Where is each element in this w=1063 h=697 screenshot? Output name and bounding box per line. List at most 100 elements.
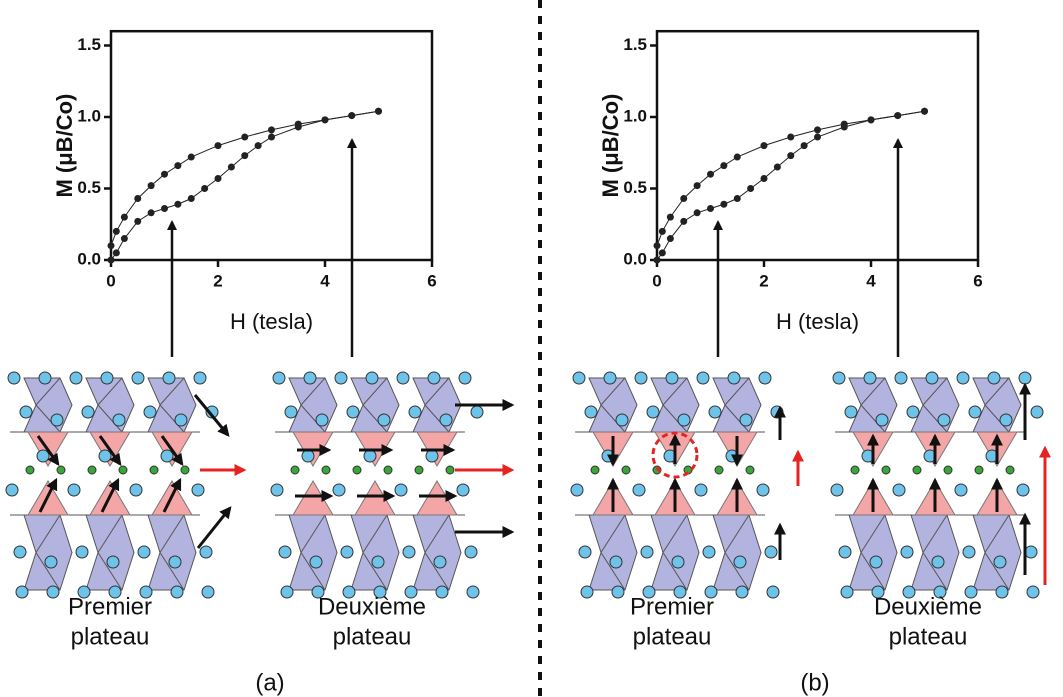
atom: [578, 545, 592, 559]
polyhedron: [910, 377, 960, 433]
data-point: [658, 249, 666, 257]
data-point: [921, 107, 928, 115]
data-point: [814, 133, 821, 141]
atom: [875, 413, 889, 427]
series-line: [656, 110, 925, 261]
atom: [956, 371, 970, 385]
edge: [300, 552, 326, 591]
atom: [871, 585, 885, 599]
ion: [1005, 465, 1015, 475]
data-point: [187, 195, 195, 203]
ion: [118, 465, 128, 475]
data-point: [707, 205, 714, 213]
atom: [677, 413, 691, 427]
atom: [931, 555, 945, 569]
triangle: [354, 480, 396, 516]
series-line: [110, 110, 379, 246]
edge: [724, 404, 750, 433]
atom: [840, 585, 854, 599]
atom: [766, 585, 780, 599]
data-point: [294, 123, 302, 131]
ion: [87, 465, 97, 475]
data-point: [666, 213, 674, 221]
atom: [764, 545, 778, 559]
structure-label: plateau: [333, 623, 412, 650]
edge: [159, 404, 185, 433]
data-point: [680, 217, 688, 225]
atom: [112, 413, 126, 427]
polyhedron: [412, 514, 462, 591]
data-point: [174, 200, 182, 208]
atom: [408, 405, 422, 419]
ion: [56, 465, 66, 475]
data-point: [254, 142, 262, 150]
edge: [922, 514, 948, 553]
x-tick-label: 2: [213, 271, 222, 290]
atom: [7, 371, 21, 385]
data-point: [653, 256, 661, 264]
atom: [892, 483, 906, 497]
atom: [69, 371, 83, 385]
polyhedron: [23, 377, 73, 433]
polyhedron: [350, 514, 400, 591]
atom: [694, 483, 708, 497]
y-axis-label: M (μB/Co): [598, 94, 623, 198]
data-point: [134, 217, 142, 225]
structure-label: Deuxième: [874, 593, 982, 620]
atom: [342, 585, 356, 599]
atom: [869, 555, 883, 569]
atom: [646, 405, 660, 419]
spin-arrow: [38, 477, 58, 513]
atom: [284, 405, 298, 419]
ion: [881, 465, 891, 475]
atom: [665, 371, 679, 385]
data-point: [112, 249, 120, 257]
atom: [906, 405, 920, 419]
data-point: [747, 185, 755, 192]
atom: [863, 371, 877, 385]
atom: [995, 585, 1009, 599]
x-tick-label: 4: [866, 271, 876, 290]
atom: [993, 555, 1007, 569]
x-tick-label: 0: [652, 271, 661, 290]
ion: [414, 465, 424, 475]
data-point: [707, 170, 714, 178]
polyhedron: [85, 377, 135, 433]
edge: [362, 377, 388, 406]
atom: [642, 585, 656, 599]
edge: [35, 377, 61, 406]
y-tick-label: 0.5: [623, 178, 647, 197]
x-axis-label: H (tesla): [230, 309, 313, 334]
polyhedron: [85, 514, 135, 591]
edge: [35, 514, 61, 553]
structure-label: Premier: [630, 593, 714, 620]
edge: [159, 514, 185, 553]
y-tick-label: 1.0: [77, 106, 101, 125]
edge: [724, 552, 750, 591]
spin-arrow: [36, 435, 60, 466]
atom: [640, 545, 654, 559]
ion: [745, 465, 755, 475]
edge: [35, 552, 61, 591]
atom: [739, 413, 753, 427]
atom: [987, 371, 1001, 385]
caption: (a): [255, 669, 284, 696]
atom: [201, 585, 215, 599]
atom: [464, 545, 478, 559]
data-point: [814, 126, 821, 134]
ion: [590, 465, 600, 475]
polyhedron: [412, 377, 462, 433]
polyhedron: [848, 514, 898, 591]
x-tick-label: 0: [106, 271, 115, 290]
data-point: [214, 174, 222, 182]
edge: [922, 377, 948, 406]
edge: [97, 552, 123, 591]
atom: [470, 405, 484, 419]
atom: [139, 585, 153, 599]
ion: [850, 465, 860, 475]
data-point: [658, 227, 666, 235]
edge: [724, 377, 750, 406]
edge: [159, 377, 185, 406]
polyhedron: [712, 377, 762, 433]
data-point: [693, 209, 701, 217]
